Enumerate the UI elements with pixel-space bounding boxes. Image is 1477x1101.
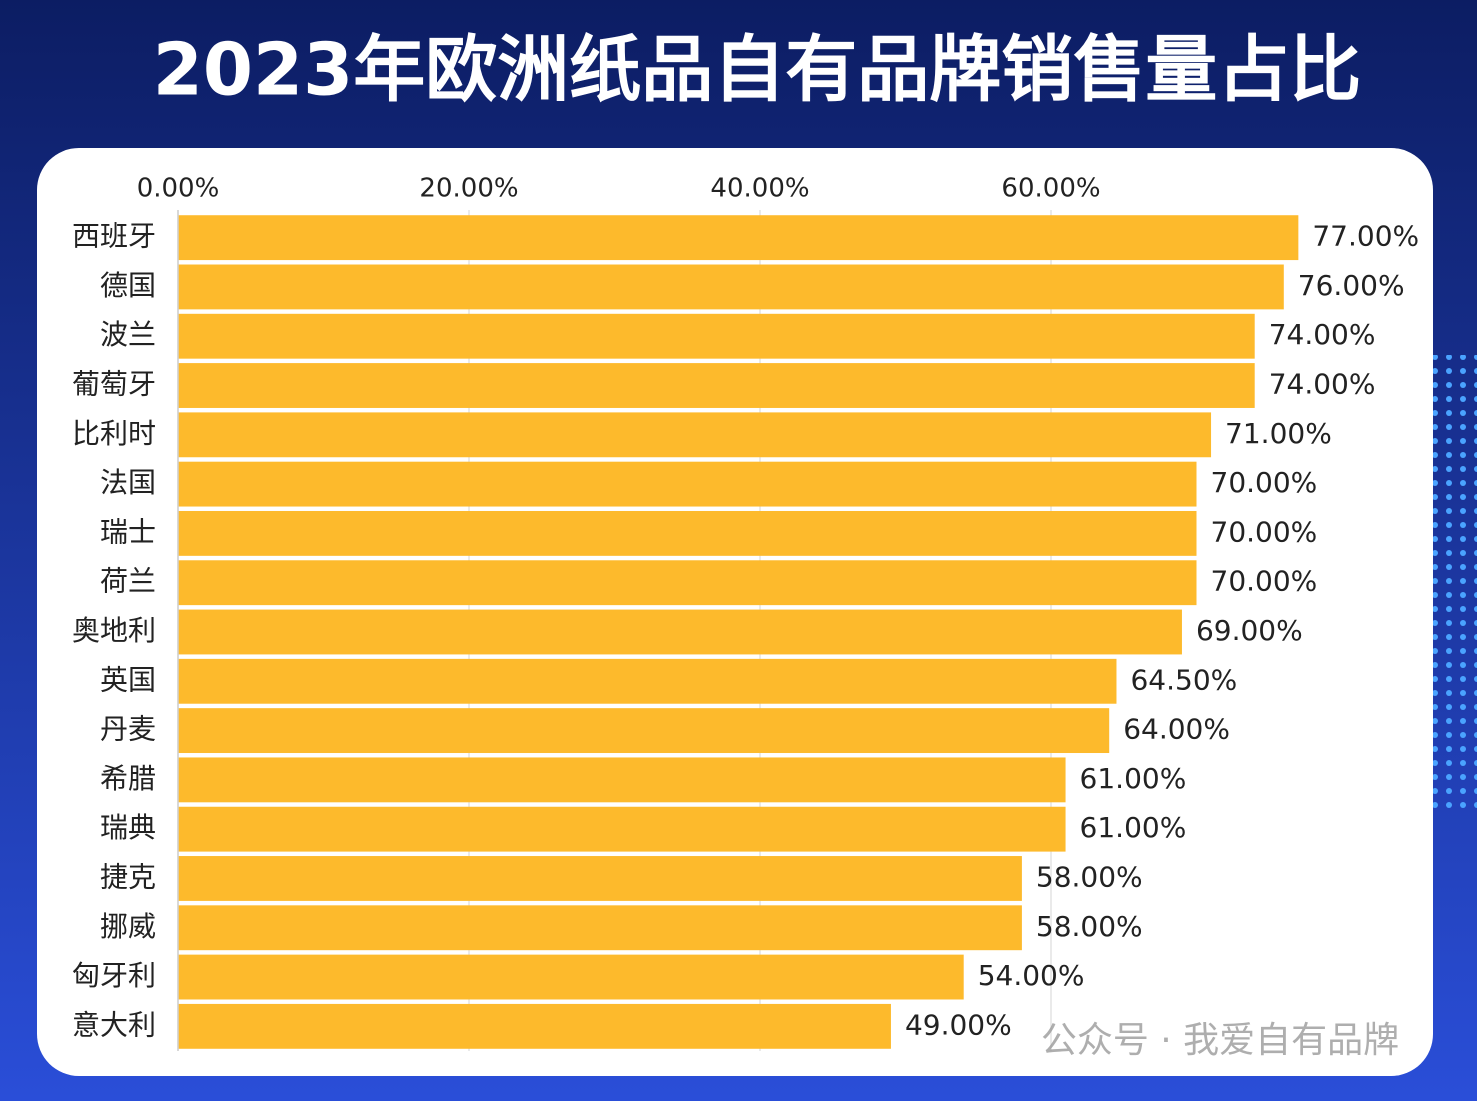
y-tick-label: 英国 <box>100 663 156 696</box>
bar <box>178 510 1197 556</box>
bar <box>178 609 1182 655</box>
y-tick-label: 德国 <box>100 269 156 302</box>
y-tick-label: 丹麦 <box>100 713 156 746</box>
value-label: 74.00% <box>1269 318 1376 351</box>
bar <box>178 363 1255 408</box>
bar <box>178 708 1110 754</box>
bar <box>178 757 1066 803</box>
bar <box>178 954 964 1000</box>
x-tick-label: 40.00% <box>710 174 809 204</box>
x-tick-label: 20.00% <box>419 174 518 204</box>
value-label: 58.00% <box>1036 860 1143 893</box>
y-tick-label: 瑞士 <box>100 515 156 548</box>
y-tick-label: 荷兰 <box>100 565 156 598</box>
value-label: 76.00% <box>1298 269 1405 302</box>
value-label: 61.00% <box>1080 811 1187 844</box>
y-tick-label: 意大利 <box>72 1008 156 1041</box>
y-tick-label: 匈牙利 <box>72 959 156 992</box>
bar <box>178 264 1284 310</box>
value-label: 64.00% <box>1123 713 1230 746</box>
bar <box>178 560 1197 606</box>
chart-title: 2023年欧洲纸品自有品牌销售量占比 <box>153 28 1361 112</box>
value-label: 70.00% <box>1211 515 1318 548</box>
bar <box>178 461 1197 507</box>
x-tick-label: 60.00% <box>1001 174 1100 204</box>
value-label: 71.00% <box>1225 417 1332 450</box>
y-tick-label: 波兰 <box>100 318 156 351</box>
y-tick-label: 西班牙 <box>72 220 156 253</box>
x-tick-label: 0.00% <box>137 174 220 204</box>
value-label: 74.00% <box>1269 368 1376 401</box>
y-tick-label: 瑞典 <box>100 811 156 844</box>
y-tick-label: 希腊 <box>100 762 156 795</box>
value-label: 64.50% <box>1130 663 1237 696</box>
watermark: 公众号 · 我爱自有品牌 <box>1041 1020 1399 1061</box>
value-label: 70.00% <box>1211 466 1318 499</box>
y-tick-label: 捷克 <box>100 860 156 893</box>
y-tick-label: 比利时 <box>72 417 156 450</box>
y-tick-label: 法国 <box>100 466 156 499</box>
bar <box>178 215 1299 261</box>
bar <box>178 313 1255 359</box>
value-label: 54.00% <box>978 959 1085 992</box>
bar <box>178 412 1212 458</box>
y-tick-label: 挪威 <box>100 910 156 943</box>
bar <box>178 1003 891 1049</box>
y-tick-label: 葡萄牙 <box>72 368 156 401</box>
value-label: 77.00% <box>1312 220 1419 253</box>
value-label: 69.00% <box>1196 614 1303 647</box>
value-label: 58.00% <box>1036 910 1143 943</box>
value-label: 61.00% <box>1080 762 1187 795</box>
value-label: 49.00% <box>905 1008 1012 1041</box>
bar <box>178 905 1022 951</box>
y-tick-label: 奥地利 <box>72 614 156 647</box>
bar <box>178 806 1066 852</box>
value-label: 70.00% <box>1211 565 1318 598</box>
dot-decoration <box>1432 355 1477 810</box>
bar <box>178 658 1117 704</box>
bar <box>178 856 1022 901</box>
